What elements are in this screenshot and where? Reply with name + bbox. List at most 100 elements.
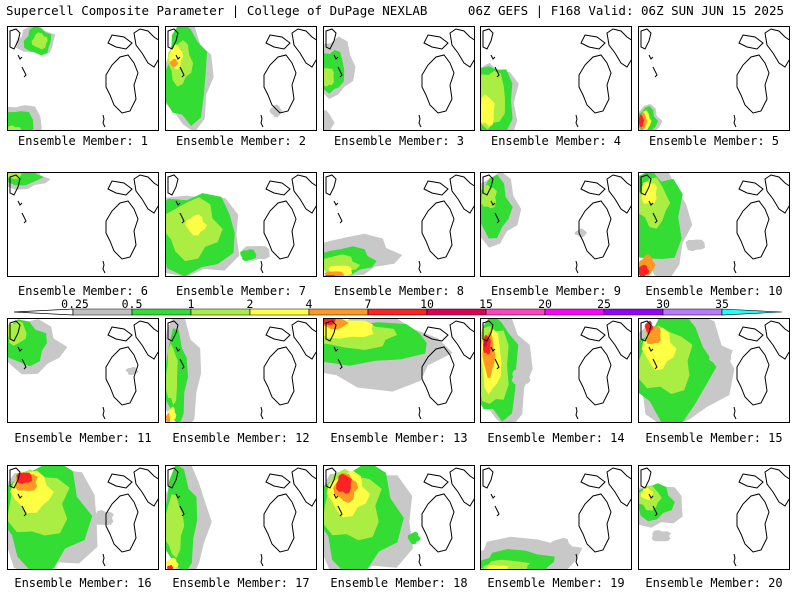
colorbar-segment [426, 308, 487, 316]
lake-outline [265, 34, 291, 50]
colorbar-segment [544, 308, 605, 316]
ensemble-member-map [323, 318, 475, 423]
map-feature-outline [490, 200, 496, 206]
map-feature-outline [648, 346, 654, 352]
scp-contour-map [481, 28, 631, 130]
lake-outline [179, 505, 185, 517]
lake-outline [580, 34, 606, 50]
map-feature-outline [17, 346, 23, 352]
scp-contour-fill [166, 343, 178, 405]
colorbar-tick-label: 0.25 [61, 297, 89, 311]
lake-outline [736, 54, 770, 114]
colorbar-tick-label: 10 [420, 297, 434, 311]
ensemble-member-label: Ensemble Member: 4 [490, 134, 622, 148]
scp-contour-fill [8, 111, 34, 130]
lake-outline [606, 320, 631, 360]
ensemble-member-label: Ensemble Member: 7 [175, 284, 307, 298]
map-feature-outline [175, 493, 181, 499]
lake-outline [578, 346, 612, 406]
colorbar-segment [367, 308, 428, 316]
colorbar-segment [662, 308, 723, 316]
colorbar-tick-label: 7 [364, 297, 372, 311]
lake-outline [640, 174, 652, 196]
ensemble-member-label: Ensemble Member: 5 [648, 134, 780, 148]
ensemble-member-label: Ensemble Member: 8 [333, 284, 465, 298]
scp-contour-map [166, 27, 316, 130]
map-feature-outline [575, 406, 579, 420]
lake-outline [421, 54, 455, 114]
scp-contour-fill [185, 214, 207, 236]
lake-outline [494, 505, 500, 517]
scp-contour-fill [640, 487, 653, 501]
lake-outline [738, 326, 764, 342]
lake-outline [291, 320, 316, 360]
lake-outline [421, 493, 455, 553]
lake-outline [325, 174, 337, 196]
map-feature-outline [333, 200, 339, 206]
scp-contour-fill [639, 114, 645, 128]
colorbar-tick-label: 1 [187, 297, 195, 311]
scp-contour-map [8, 27, 158, 130]
ensemble-member-label: Ensemble Member: 17 [172, 576, 310, 590]
lake-outline [21, 212, 27, 224]
lake-outline [482, 28, 494, 50]
lake-outline [449, 174, 474, 214]
lake-outline [291, 174, 316, 214]
map-feature-outline [17, 200, 23, 206]
ensemble-member-map [165, 318, 317, 423]
lake-outline [580, 473, 606, 489]
map-feature-outline [260, 553, 264, 567]
color-scale-bar [13, 308, 783, 316]
ensemble-member-label: Ensemble Member: 15 [645, 431, 783, 445]
ensemble-member-map [480, 172, 632, 277]
lake-outline [21, 505, 27, 517]
colorbar-segment [308, 308, 369, 316]
map-feature-outline [260, 114, 264, 128]
colorbar-tick-label: 15 [479, 297, 493, 311]
colorbar-tick-label: 4 [305, 297, 313, 311]
map-feature-outline [490, 493, 496, 499]
scp-contour-map [481, 467, 631, 569]
scp-contour-fill [16, 472, 32, 484]
lake-outline [105, 493, 139, 553]
lake-outline [263, 346, 297, 406]
ensemble-member-label: Ensemble Member: 19 [487, 576, 625, 590]
lake-outline [764, 467, 789, 507]
colorbar-tick-label: 30 [656, 297, 670, 311]
map-feature-outline [333, 54, 339, 60]
lake-outline [736, 200, 770, 260]
ensemble-member-map [638, 318, 790, 423]
scp-contour-fill [324, 275, 336, 276]
map-feature-outline [102, 553, 106, 567]
lake-outline [578, 54, 612, 114]
lake-outline [337, 212, 343, 224]
colorbar-tick-label: 35 [715, 297, 729, 311]
lake-outline [179, 212, 185, 224]
lake-outline [21, 358, 27, 370]
lake-outline [606, 467, 631, 507]
scp-contour-fill [169, 58, 179, 68]
lake-outline [580, 180, 606, 196]
ensemble-member-label: Ensemble Member: 18 [330, 576, 468, 590]
scp-contour-fill [240, 249, 257, 262]
lake-outline [423, 473, 449, 489]
ensemble-member-map [638, 172, 790, 277]
lake-outline [105, 54, 139, 114]
scp-contour-map [481, 173, 631, 274]
lake-outline [265, 473, 291, 489]
colorbar-segment [721, 308, 783, 316]
colorbar-segment [190, 308, 251, 316]
lake-outline [133, 174, 158, 214]
ensemble-member-map [480, 318, 632, 423]
ensemble-member-label: Ensemble Member: 6 [17, 284, 149, 298]
lake-outline [9, 467, 21, 489]
colorbar-tick-label: 20 [538, 297, 552, 311]
lake-outline [179, 358, 185, 370]
lake-outline [167, 174, 179, 196]
lake-outline [105, 200, 139, 260]
lake-outline [133, 320, 158, 360]
lake-outline [578, 493, 612, 553]
lake-outline [736, 493, 770, 553]
lake-outline [265, 180, 291, 196]
map-feature-outline [102, 406, 106, 420]
